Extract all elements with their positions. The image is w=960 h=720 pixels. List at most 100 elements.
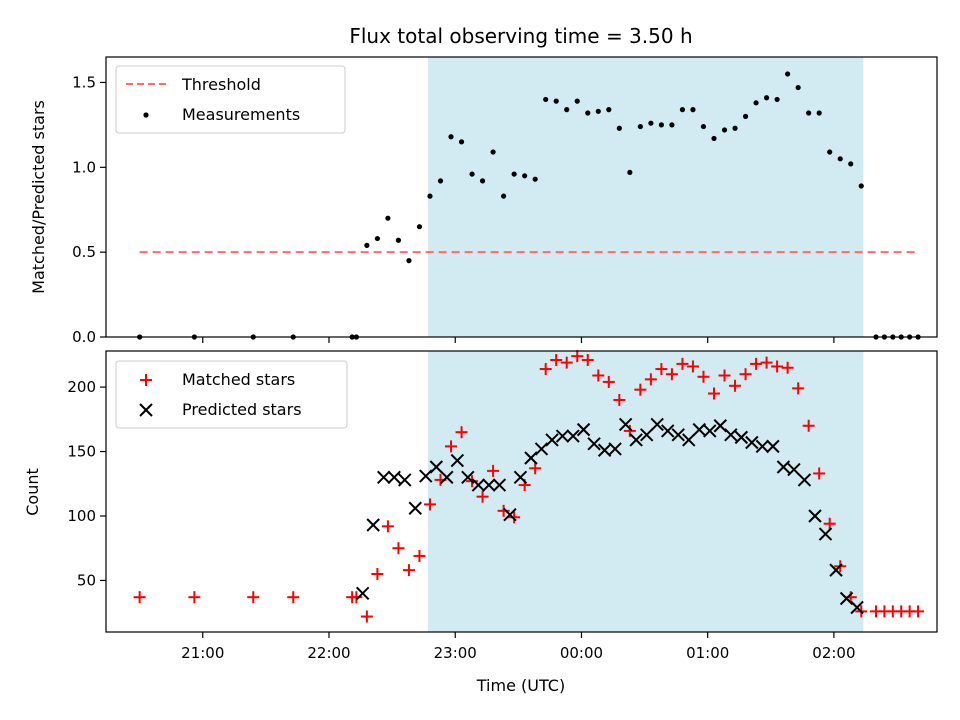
- predicted-star-point: [429, 460, 444, 474]
- measurement-point: [553, 98, 559, 104]
- predicted-star-point: [639, 428, 654, 442]
- x-tick-label: 23:00: [434, 644, 477, 662]
- measurement-point: [669, 122, 675, 128]
- predicted-star-point: [797, 473, 812, 487]
- measurement-point: [416, 224, 423, 230]
- measurement-point: [848, 161, 854, 167]
- measurement-point: [406, 258, 412, 264]
- matched-star-point: [912, 605, 925, 618]
- top-x-ticks: [202, 337, 835, 343]
- matched-star-point: [445, 440, 458, 453]
- measurement-point: [469, 171, 475, 177]
- matched-legend-marker: [140, 374, 152, 386]
- matched-star-point: [655, 363, 668, 376]
- measurement-point: [522, 173, 528, 179]
- measurement-point: [795, 84, 801, 91]
- measurement-point: [501, 193, 507, 199]
- measurement-point: [785, 71, 791, 77]
- y-tick-label: 100: [67, 507, 96, 525]
- measurement-point: [606, 107, 612, 113]
- predicted-star-point: [587, 437, 601, 451]
- predicted-star-point: [355, 586, 370, 601]
- y-tick-label: 1.0: [72, 158, 96, 176]
- bottom-x-ticks: 21:00 22:00 23:00 00:00 01:00 02:00: [181, 632, 856, 662]
- measurement-point: [437, 178, 444, 184]
- predicted-star-point: [713, 419, 728, 433]
- predicted-star-point: [829, 563, 843, 577]
- measurements-legend-label: Measurements: [182, 105, 300, 124]
- measurement-point: [479, 178, 486, 184]
- matched-star-point: [802, 419, 815, 432]
- bottom-legend: Matched stars Predicted stars: [115, 360, 348, 429]
- bottom-legend-box: [115, 360, 348, 429]
- matched-star-point: [697, 370, 710, 383]
- predicted-star-point: [839, 591, 854, 606]
- matched-star-point: [750, 357, 763, 370]
- matched-star-point: [392, 542, 405, 555]
- predicted-star-point: [755, 439, 770, 454]
- predicted-star-point: [724, 428, 738, 442]
- y-tick-label: 150: [67, 443, 96, 461]
- predicted-star-point: [450, 453, 465, 468]
- predicted-star-point: [524, 451, 538, 465]
- measurement-point: [374, 235, 380, 242]
- measurement-point: [574, 98, 580, 104]
- matched-star-point: [381, 520, 394, 533]
- measurement-point: [585, 110, 591, 116]
- matched-star-point: [718, 369, 731, 382]
- predicted-star-point: [366, 518, 380, 532]
- measurement-point: [532, 176, 538, 182]
- measurement-point: [774, 96, 780, 103]
- top-panel: 0.0 0.5 1.0 1.5 Matched/Predicted stars Thr…: [29, 56, 938, 346]
- predicted-star-point: [398, 473, 412, 487]
- predicted-star-point: [440, 470, 454, 485]
- matched-star-point: [644, 373, 657, 386]
- predicted-legend-marker: [139, 403, 153, 417]
- measurement-point: [543, 96, 549, 103]
- predicted-star-point: [671, 428, 685, 442]
- matched-star-point: [634, 383, 647, 396]
- x-axis-label: Time (UTC): [476, 676, 565, 695]
- x-tick-label: 01:00: [686, 644, 729, 662]
- y-tick-label: 50: [77, 571, 96, 589]
- top-legend: Threshold Measurements: [115, 65, 346, 134]
- predicted-star-point: [618, 417, 633, 432]
- predicted-star-point: [661, 424, 675, 438]
- predicted-star-point: [629, 433, 643, 447]
- top-y-axis-label: Matched/Predicted stars: [29, 100, 48, 294]
- matched-star-point: [571, 350, 584, 363]
- matched-star-point: [350, 591, 363, 604]
- matched-star-point: [781, 361, 794, 374]
- top-legend-box: [115, 65, 346, 134]
- matched-star-point: [508, 511, 521, 524]
- matched-star-point: [287, 591, 300, 604]
- matched-star-point: [592, 369, 605, 382]
- matched-star-point: [813, 467, 826, 480]
- matched-star-point: [760, 356, 773, 369]
- top-shaded-interval: [427, 57, 864, 337]
- y-tick-label: 0.5: [72, 243, 96, 261]
- chart-title: Flux total observing time = 3.50 h: [349, 24, 692, 48]
- matched-star-point: [676, 357, 689, 370]
- matched-star-point: [560, 356, 573, 369]
- predicted-star-point: [534, 442, 549, 456]
- measurement-point: [742, 113, 749, 119]
- predicted-star-point: [787, 462, 801, 477]
- matched-star-point: [497, 504, 510, 517]
- matched-star-point: [133, 591, 146, 604]
- measurement-point: [806, 110, 812, 116]
- measurement-point: [564, 107, 570, 113]
- x-tick-label: 00:00: [560, 644, 603, 662]
- matched-star-point: [413, 549, 426, 562]
- matched-star-point: [686, 360, 699, 373]
- bottom-panel: 50 100 150 200 21:00 22:00 23:00 00:00 01:00 02:…: [23, 350, 938, 695]
- matched-star-point: [550, 354, 563, 367]
- measurement-point: [827, 149, 833, 155]
- bottom-y-ticks: 50 100 150 200: [67, 378, 106, 589]
- predicted-star-point: [555, 429, 570, 443]
- bottom-plot-layer: [133, 350, 925, 623]
- measurement-point: [837, 156, 843, 162]
- predicted-star-point: [608, 442, 622, 456]
- predicted-star-point: [419, 469, 433, 483]
